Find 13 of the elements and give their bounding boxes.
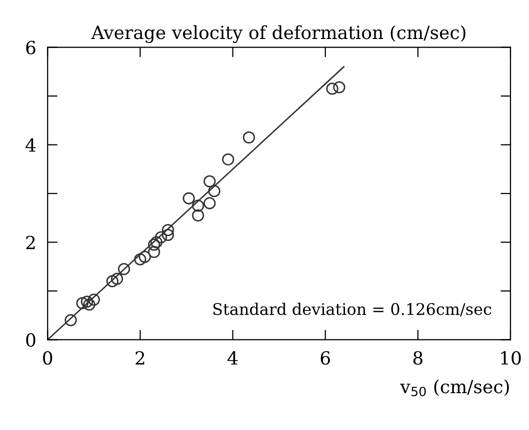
x-tick-label: 2 <box>136 351 144 365</box>
chart-title: Average velocity of deformation (cm/sec) <box>91 25 466 43</box>
x-tick-label: 4 <box>228 351 238 365</box>
y-tick-label: 2 <box>26 236 35 250</box>
x-tick-label: 0 <box>43 351 52 365</box>
x-axis-title: v$_{50}$ (cm/sec) <box>400 379 509 396</box>
x-tick-label: 10 <box>501 351 521 365</box>
y-tick-label: 6 <box>26 40 36 54</box>
y-tick-label: 4 <box>26 138 36 152</box>
annotation: Standard deviation = 0.126cm/sec <box>213 302 492 316</box>
y-tick-label: 0 <box>26 333 36 347</box>
x-tick-label: 8 <box>413 351 422 365</box>
x-tick-label: 6 <box>320 351 330 365</box>
